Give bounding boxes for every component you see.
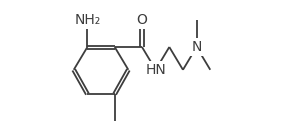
- Text: N: N: [191, 40, 202, 54]
- Text: O: O: [137, 13, 147, 27]
- Text: HN: HN: [145, 63, 166, 77]
- Text: NH₂: NH₂: [74, 13, 101, 27]
